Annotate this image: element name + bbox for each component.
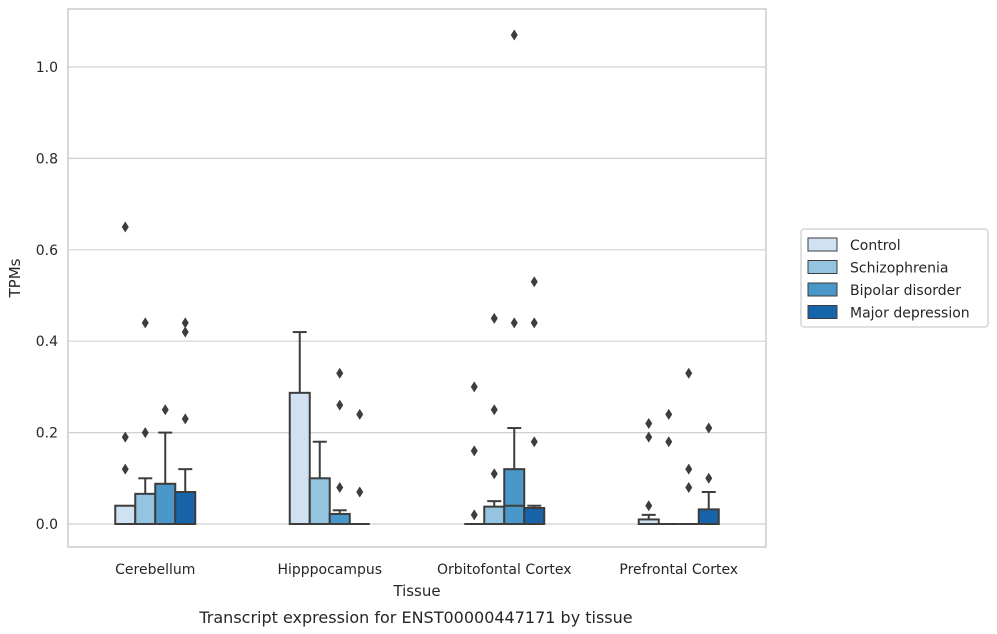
x-tick-label: Prefrontal Cortex xyxy=(619,562,738,578)
outlier-point xyxy=(470,445,478,457)
y-tick-labels: 0.0 0.2 0.4 0.6 0.8 1.0 xyxy=(36,60,58,533)
outlier-point xyxy=(356,486,364,498)
outlier-point xyxy=(685,463,693,475)
legend-item: Control xyxy=(807,237,901,254)
legend-item: Schizophrenia xyxy=(807,260,948,277)
outlier-point xyxy=(336,481,344,493)
box-3-0 xyxy=(637,417,660,525)
box-body xyxy=(483,505,506,526)
box-0-2 xyxy=(154,404,177,525)
outlier-point xyxy=(141,427,149,439)
legend-item: Bipolar disorder xyxy=(807,282,961,299)
box-body xyxy=(134,492,157,526)
x-tick-label: Hipppocampus xyxy=(277,562,382,578)
outlier-point xyxy=(356,408,364,420)
outlier-point xyxy=(470,509,478,521)
box-3-1 xyxy=(658,408,679,525)
y-tick-label: 0.8 xyxy=(36,151,58,167)
outlier-point xyxy=(665,436,673,448)
box-2-3 xyxy=(523,276,546,526)
box-body xyxy=(523,507,546,526)
y-tick-label: 0.6 xyxy=(36,243,58,259)
outlier-point xyxy=(530,276,538,288)
box-1-0 xyxy=(288,331,311,525)
outlier-point xyxy=(530,317,538,329)
legend-swatch xyxy=(807,305,838,319)
legend-label: Schizophrenia xyxy=(850,261,948,277)
y-tick-label: 0.4 xyxy=(36,334,58,350)
outlier-point xyxy=(181,413,189,425)
x-tick-labels: Cerebellum Hipppocampus Orbitofontal Corte… xyxy=(115,562,738,578)
outlier-point xyxy=(490,312,498,324)
box-body xyxy=(288,391,311,525)
box-1-2 xyxy=(328,367,351,525)
box-body xyxy=(308,477,331,525)
x-axis-label: Tissue xyxy=(392,582,440,600)
box-2-1 xyxy=(483,312,506,526)
legend-label: Bipolar disorder xyxy=(850,283,961,299)
outlier-point xyxy=(645,431,653,443)
legend-swatch xyxy=(807,260,838,274)
outlier-point xyxy=(470,381,478,393)
box-body xyxy=(697,508,720,526)
outlier-point xyxy=(141,317,149,329)
legend-label: Major depression xyxy=(850,306,970,322)
outlier-point xyxy=(336,399,344,411)
box-body xyxy=(503,468,526,526)
box-0-1 xyxy=(134,317,157,526)
outlier-point xyxy=(181,317,189,329)
y-tick-label: 0.0 xyxy=(36,517,58,533)
legend: Control Schizophrenia Bipolar disorder Majo… xyxy=(800,228,989,328)
outlier-point xyxy=(685,367,693,379)
outlier-point xyxy=(161,404,169,416)
legend-frame xyxy=(800,228,989,328)
x-tick-label: Orbitofontal Cortex xyxy=(437,562,572,578)
outlier-point xyxy=(336,367,344,379)
y-axis-label: TPMs xyxy=(6,258,24,298)
outlier-point xyxy=(685,481,693,493)
box-body xyxy=(114,504,137,526)
outlier-point xyxy=(181,326,189,338)
outlier-point xyxy=(510,29,518,41)
outlier-point xyxy=(705,422,713,434)
box-3-3 xyxy=(697,422,720,526)
box-body xyxy=(174,491,197,526)
outlier-point xyxy=(705,472,713,484)
outlier-point xyxy=(121,431,129,443)
box-0-3 xyxy=(174,317,197,526)
box-1-3 xyxy=(349,408,370,525)
outlier-point xyxy=(121,463,129,475)
legend-swatch xyxy=(807,282,838,297)
box-2-0 xyxy=(464,381,485,525)
x-tick-label: Cerebellum xyxy=(115,562,195,578)
outlier-point xyxy=(510,317,518,329)
outlier-point xyxy=(645,500,653,512)
box-3-2 xyxy=(678,367,699,525)
outlier-point xyxy=(490,468,498,480)
gridlines xyxy=(68,66,766,525)
outlier-point xyxy=(490,404,498,416)
outlier-point xyxy=(530,436,538,448)
legend-swatch xyxy=(807,237,838,252)
box-body xyxy=(328,512,351,525)
y-tick-label: 1.0 xyxy=(36,60,58,76)
outlier-point xyxy=(645,417,653,429)
box-body xyxy=(154,482,177,525)
legend-label: Control xyxy=(850,238,901,254)
outlier-point xyxy=(665,408,673,420)
box-1-1 xyxy=(308,440,331,525)
box-0-0 xyxy=(114,221,137,526)
legend-item: Major depression xyxy=(807,305,970,322)
chart-caption: Transcript expression for ENST0000044717… xyxy=(198,608,632,627)
box-2-2 xyxy=(503,29,526,526)
y-tick-label: 0.2 xyxy=(36,426,58,442)
boxes xyxy=(114,29,720,526)
outlier-point xyxy=(121,221,129,233)
plot-frame xyxy=(67,8,767,548)
